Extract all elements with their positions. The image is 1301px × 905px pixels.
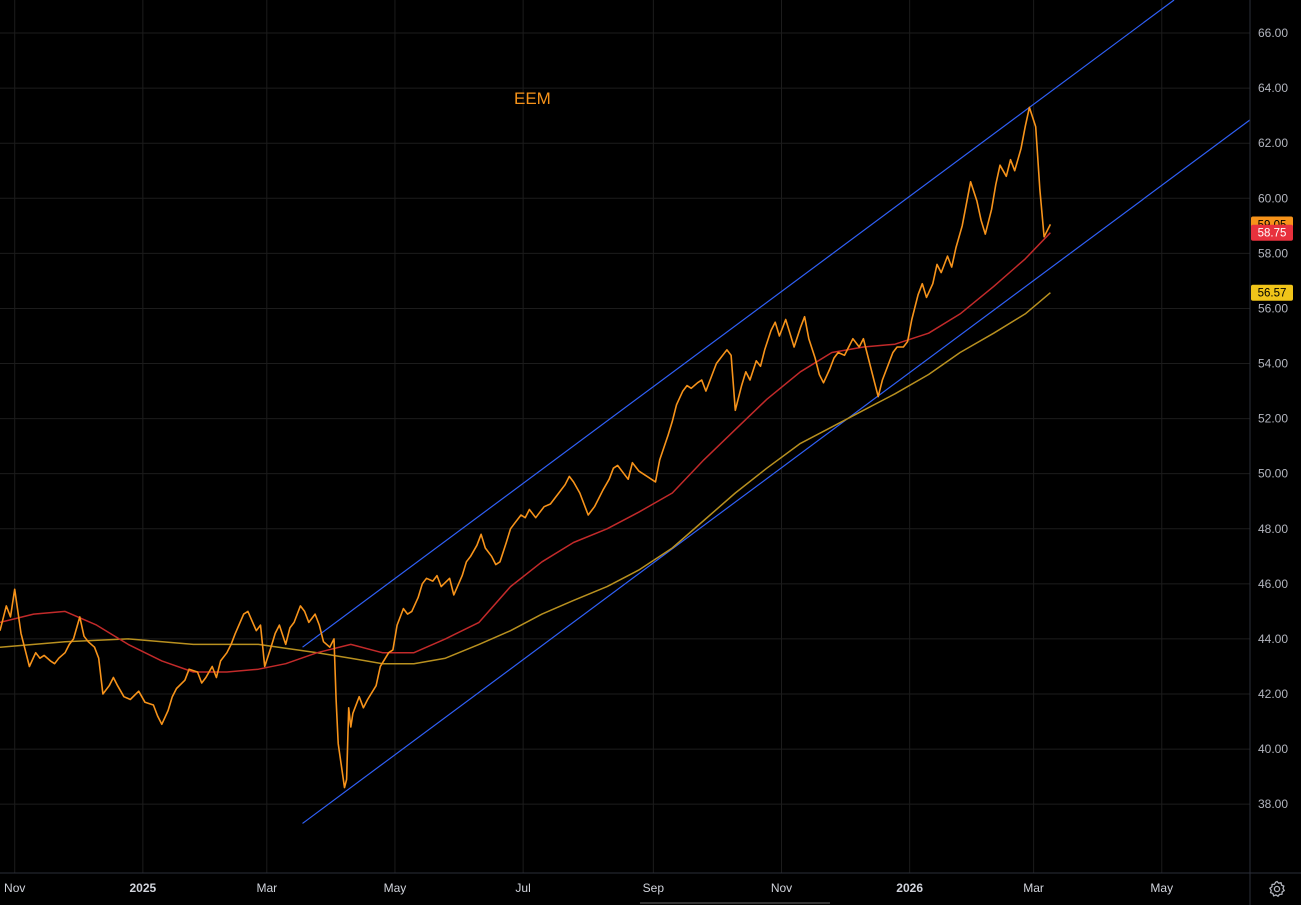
y-tick-label: 44.00 bbox=[1258, 632, 1288, 646]
y-tick-label: 48.00 bbox=[1258, 522, 1288, 536]
price-badge-bg bbox=[1251, 224, 1293, 241]
x-tick-label: Nov bbox=[4, 881, 25, 895]
sma-short-line[interactable] bbox=[0, 232, 1051, 673]
grid bbox=[0, 0, 1250, 873]
y-tick-label: 42.00 bbox=[1258, 687, 1288, 701]
y-tick-label: 60.00 bbox=[1258, 191, 1288, 205]
channel-trendline[interactable] bbox=[302, 119, 1251, 824]
channel-trendline[interactable] bbox=[302, 0, 1175, 648]
scroll-indicator[interactable] bbox=[640, 902, 830, 904]
y-tick-label: 52.00 bbox=[1258, 412, 1288, 426]
x-tick-label: 2026 bbox=[896, 881, 923, 895]
x-tick-label: Jul bbox=[515, 881, 530, 895]
sma-long-line[interactable] bbox=[0, 292, 1051, 665]
y-tick-label: 54.00 bbox=[1258, 357, 1288, 371]
price-line[interactable] bbox=[0, 106, 1052, 789]
x-tick-label: May bbox=[1150, 881, 1173, 895]
y-tick-label: 46.00 bbox=[1258, 577, 1288, 591]
series bbox=[0, 106, 1052, 789]
price-badge-label: 58.75 bbox=[1258, 228, 1287, 240]
x-tick-label: Sep bbox=[643, 881, 665, 895]
price-badge-bg bbox=[1251, 284, 1293, 301]
gear-icon[interactable] bbox=[1268, 880, 1286, 898]
y-tick-label: 50.00 bbox=[1258, 467, 1288, 481]
y-tick-label: 40.00 bbox=[1258, 742, 1288, 756]
y-tick-label: 58.00 bbox=[1258, 246, 1288, 260]
x-tick-label: 2025 bbox=[130, 881, 157, 895]
x-tick-label: Nov bbox=[771, 881, 792, 895]
y-tick-label: 62.00 bbox=[1258, 136, 1288, 150]
y-tick-label: 64.00 bbox=[1258, 81, 1288, 95]
y-tick-label: 38.00 bbox=[1258, 797, 1288, 811]
trendlines bbox=[302, 0, 1251, 824]
chart-title: EEM bbox=[514, 89, 551, 108]
price-badge: 56.57 bbox=[1251, 284, 1293, 301]
x-tick-label: Mar bbox=[256, 881, 277, 895]
y-tick-label: 56.00 bbox=[1258, 301, 1288, 315]
y-axis[interactable]: 38.00 40.00 42.00 44.00 46.00 48.00 50.00 52.00… bbox=[1249, 0, 1288, 905]
x-tick-label: May bbox=[384, 881, 407, 895]
price-badge-label: 56.57 bbox=[1258, 288, 1287, 300]
x-axis[interactable]: Nov 2025 Mar May Jul Sep Nov 2026 Mar May bbox=[0, 872, 1301, 895]
x-tick-label: Mar bbox=[1023, 881, 1044, 895]
y-tick-label: 66.00 bbox=[1258, 26, 1288, 40]
price-badge: 58.75 bbox=[1251, 224, 1293, 241]
